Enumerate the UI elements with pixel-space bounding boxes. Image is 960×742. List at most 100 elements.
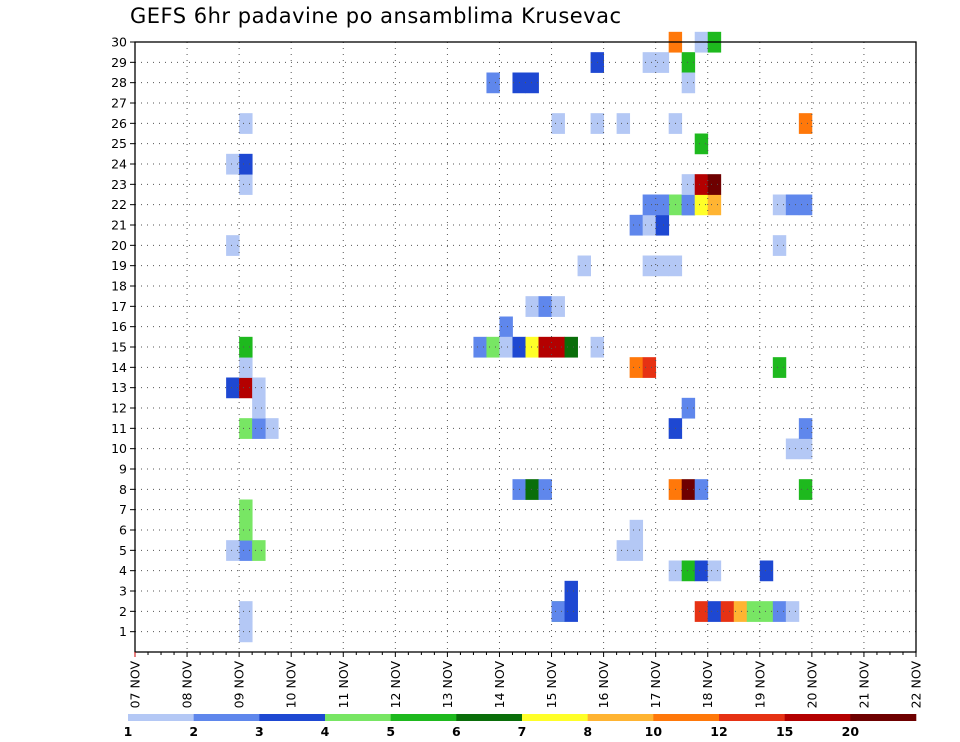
y-tick-label: 4 bbox=[119, 563, 127, 578]
x-tick-label: 17 NOV bbox=[648, 661, 663, 709]
heatmap-cell bbox=[616, 540, 631, 561]
heatmap-cell bbox=[252, 377, 266, 399]
y-tick-label: 25 bbox=[111, 136, 127, 151]
y-tick-label: 24 bbox=[111, 157, 127, 172]
heatmap-cell bbox=[642, 357, 657, 378]
heatmap-cell bbox=[655, 255, 670, 277]
colorbar-swatch bbox=[653, 714, 720, 721]
heatmap-cell bbox=[616, 113, 631, 134]
y-tick-label: 30 bbox=[111, 35, 127, 50]
heatmap-cell bbox=[694, 133, 709, 155]
y-tick-label: 27 bbox=[111, 96, 127, 111]
x-tick-label: 10 NOV bbox=[284, 661, 299, 709]
colorbar-swatch bbox=[325, 714, 391, 721]
colorbar-label: 10 bbox=[645, 724, 663, 739]
heatmap-cell bbox=[772, 601, 787, 622]
heatmap-cell bbox=[785, 601, 800, 622]
colorbar-swatch bbox=[390, 714, 457, 721]
colorbar-label: 4 bbox=[321, 724, 330, 739]
heatmap-cell bbox=[252, 397, 266, 419]
x-tick-label: 15 NOV bbox=[544, 661, 559, 709]
heatmap-cell bbox=[239, 499, 253, 521]
heatmap-cell bbox=[629, 214, 644, 236]
heatmap-cell bbox=[239, 601, 253, 622]
y-tick-label: 15 bbox=[111, 340, 127, 355]
heatmap-cell bbox=[551, 601, 565, 622]
heatmap-cell bbox=[525, 72, 539, 94]
y-tick-label: 13 bbox=[111, 380, 127, 395]
heatmap-cell bbox=[239, 357, 253, 378]
heatmap-cell bbox=[694, 601, 709, 622]
heatmap-cell bbox=[525, 296, 539, 317]
heatmap-cell bbox=[707, 560, 722, 582]
y-tick-label: 26 bbox=[111, 116, 127, 131]
heatmap-cell bbox=[629, 519, 644, 541]
heatmap-cell bbox=[681, 194, 696, 216]
heatmap-cell bbox=[525, 479, 539, 500]
y-tick-label: 17 bbox=[111, 299, 127, 314]
heatmap-cell bbox=[499, 316, 513, 338]
heatmap-cell bbox=[798, 113, 813, 134]
heatmap-cell bbox=[707, 601, 722, 622]
heatmap-cell bbox=[239, 519, 253, 541]
heatmap-cell bbox=[551, 336, 565, 358]
heatmap-cell bbox=[226, 153, 240, 175]
heatmap-cell bbox=[486, 72, 500, 94]
colorbar-swatch bbox=[456, 714, 523, 721]
colorbar-label: 3 bbox=[255, 724, 264, 739]
x-tick-label: 09 NOV bbox=[232, 661, 247, 709]
grid-lines bbox=[135, 41, 916, 652]
heatmap-cell bbox=[642, 194, 657, 216]
colorbar-swatch bbox=[522, 714, 588, 721]
colorbar-swatch bbox=[784, 714, 851, 721]
heatmap-cell bbox=[577, 255, 591, 277]
heatmap-cell bbox=[239, 174, 253, 195]
heatmap-cell bbox=[720, 601, 735, 622]
heatmap-cell bbox=[629, 357, 644, 378]
heatmap-cell bbox=[239, 621, 253, 643]
y-tick-label: 14 bbox=[111, 360, 127, 375]
x-tick-label: 18 NOV bbox=[700, 661, 715, 709]
x-tick-label: 21 NOV bbox=[856, 661, 871, 709]
heatmap-cell bbox=[239, 377, 253, 399]
heatmap-cell bbox=[538, 296, 552, 317]
heatmap-cell bbox=[798, 438, 813, 460]
y-tick-label: 18 bbox=[111, 279, 127, 294]
y-tick-label: 10 bbox=[111, 441, 127, 456]
y-tick-label: 8 bbox=[119, 482, 127, 497]
y-tick-label: 23 bbox=[111, 177, 127, 192]
heatmap-cell bbox=[798, 418, 813, 439]
heatmap-cell bbox=[694, 174, 709, 195]
colorbar-label: 5 bbox=[386, 724, 395, 739]
colorbar-label: 2 bbox=[189, 724, 198, 739]
colorbar-swatch bbox=[850, 714, 917, 721]
heatmap-cell bbox=[525, 336, 539, 358]
x-tick-label: 12 NOV bbox=[388, 661, 403, 709]
heatmap-cell bbox=[681, 397, 696, 419]
colorbar-swatch bbox=[128, 714, 194, 721]
y-tick-label: 19 bbox=[111, 258, 127, 273]
colorbar-label: 8 bbox=[583, 724, 592, 739]
heatmap-cell bbox=[642, 214, 657, 236]
y-tick-label: 21 bbox=[111, 218, 127, 233]
heatmap-cell bbox=[564, 601, 578, 622]
colorbar-label: 7 bbox=[518, 724, 527, 739]
heatmap-cell bbox=[694, 479, 709, 500]
heatmap-cell bbox=[681, 72, 696, 94]
heatmap-cell bbox=[252, 540, 266, 561]
heatmap-cell bbox=[655, 214, 670, 236]
y-tick-label: 6 bbox=[119, 523, 127, 538]
heatmap-cell bbox=[681, 560, 696, 582]
heatmap-cell bbox=[655, 194, 670, 216]
colorbar-swatch bbox=[259, 714, 326, 721]
y-tick-label: 9 bbox=[119, 462, 127, 477]
heatmap-cell bbox=[642, 52, 657, 73]
heatmap-cell bbox=[226, 377, 240, 399]
heatmap-cell bbox=[239, 113, 253, 134]
colorbar-label: 20 bbox=[842, 724, 860, 739]
heatmap-cell bbox=[681, 52, 696, 73]
heatmap-cell bbox=[772, 194, 787, 216]
heatmap-cell bbox=[538, 336, 552, 358]
heatmap-cell bbox=[772, 357, 787, 378]
y-tick-label: 5 bbox=[119, 543, 127, 558]
